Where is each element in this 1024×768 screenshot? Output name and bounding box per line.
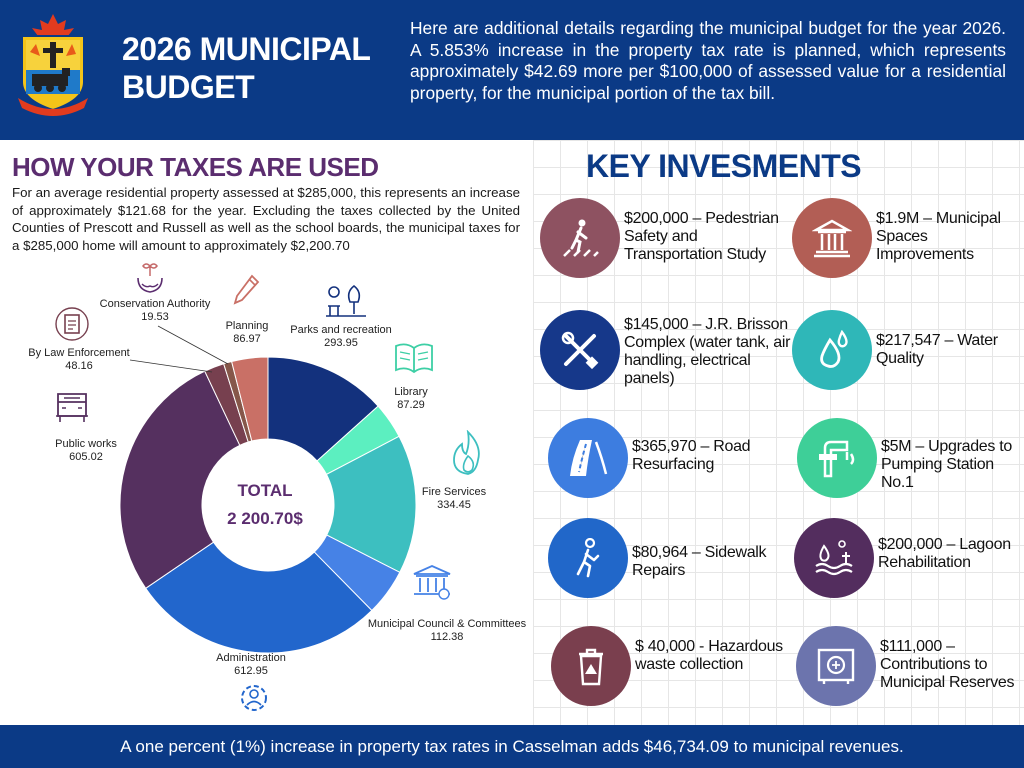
donut-total: TOTAL 2 200.70$	[205, 480, 325, 530]
investment-icon-circle	[792, 310, 872, 390]
leader-line-conservation	[157, 325, 229, 365]
pie-label-planning-name: Planning	[225, 320, 269, 332]
investment-text: $80,964 – Sidewalk Repairs	[632, 544, 767, 579]
administration-gear-icon	[241, 685, 267, 711]
investment-text: $217,547 – Water Quality	[876, 332, 998, 367]
flame-icon	[453, 430, 480, 475]
budget-description: Here are additional details regarding th…	[410, 18, 1006, 103]
pie-label-library: Library 87.29	[376, 386, 446, 412]
investment-text: $111,000 – Contributions to Municipal Re…	[880, 638, 1015, 691]
investment-item: $5M – Upgrades to Pumping Station No.1	[797, 418, 1022, 502]
book-icon	[395, 343, 433, 374]
investment-text: $145,000 – J.R. Brisson Complex (water t…	[624, 316, 791, 387]
bylaw-clipboard-icon	[55, 307, 89, 341]
pedestrian-crossing-icon	[563, 219, 599, 257]
investment-item: $111,000 – Contributions to Municipal Re…	[796, 626, 1024, 710]
pencil-icon	[233, 274, 260, 305]
investments-section-title: KEY INVESMENTS	[586, 148, 862, 184]
investment-icon-circle	[540, 310, 620, 390]
pie-label-bylaw-name: By Law Enforcement	[28, 347, 130, 359]
pie-label-bylaw-value: 48.16	[65, 360, 93, 372]
pie-slice-administration	[145, 541, 373, 654]
pie-label-conservation-value: 19.53	[141, 311, 169, 323]
pie-label-administration-value: 612.95	[234, 665, 268, 677]
pie-label-planning: Planning 86.97	[212, 320, 282, 346]
header-banner: 2026 MUNICIPAL BUDGET Here are additiona…	[0, 0, 1024, 140]
investment-item: $80,964 – Sidewalk Repairs	[548, 518, 798, 602]
investment-text: $5M – Upgrades to Pumping Station No.1	[881, 438, 1012, 491]
pie-label-parks: Parks and recreation 293.95	[286, 324, 396, 350]
water-drops-icon	[820, 330, 848, 368]
investment-icon-circle	[540, 198, 620, 278]
investment-icon-circle	[792, 198, 872, 278]
pie-label-public-works-value: 605.02	[69, 451, 103, 463]
city-hall-icon	[413, 565, 451, 600]
pie-label-council-value: 112.38	[430, 631, 464, 643]
pie-label-planning-value: 86.97	[233, 333, 261, 345]
donut-total-label: TOTAL	[237, 481, 293, 500]
investment-item: $1.9M – Municipal Spaces Improvements	[792, 198, 1022, 282]
taxes-section-title: HOW YOUR TAXES ARE USED	[12, 152, 379, 182]
taxes-intro-paragraph: For an average residential property asse…	[12, 185, 520, 253]
pie-label-fire-value: 334.45	[437, 499, 471, 511]
conservation-hands-icon	[137, 263, 163, 293]
investment-text: $200,000 – Lagoon Rehabilitation	[878, 536, 1011, 571]
footer-banner: A one percent (1%) increase in property …	[0, 725, 1024, 768]
pie-label-public-works-name: Public works	[55, 438, 117, 450]
investment-item: $145,000 – J.R. Brisson Complex (water t…	[540, 310, 795, 394]
pie-label-library-name: Library	[394, 386, 428, 398]
hazardous-waste-icon	[579, 648, 603, 686]
investment-icon-circle	[548, 418, 628, 498]
investment-item: $217,547 – Water Quality	[792, 310, 1022, 394]
pie-label-conservation-name: Conservation Authority	[99, 298, 211, 310]
pie-slice-planning	[231, 356, 269, 442]
pie-label-parks-value: 293.95	[324, 337, 358, 349]
pie-label-bylaw: By Law Enforcement 48.16	[20, 347, 138, 373]
investment-icon-circle	[548, 518, 628, 598]
leader-line-bylaw	[129, 359, 213, 373]
lagoon-icon	[815, 540, 853, 576]
pie-label-fire: Fire Services 334.45	[412, 486, 496, 512]
municipal-building-icon	[812, 219, 852, 258]
pie-label-public-works: Public works 605.02	[44, 438, 128, 464]
investment-icon-circle	[794, 518, 874, 598]
pie-label-fire-name: Fire Services	[421, 486, 487, 498]
pie-label-administration-name: Administration	[216, 652, 286, 664]
investment-item: $365,970 – Road Resurfacing	[548, 418, 798, 502]
tax-allocation-donut-chart: Parks and recreation 293.95 Library 87.2…	[0, 260, 540, 725]
investment-item: $200,000 – Lagoon Rehabilitation	[794, 518, 1022, 602]
donut-chart-svg	[119, 325, 417, 654]
public-works-truck-icon	[56, 393, 88, 422]
safe-icon	[817, 648, 855, 684]
pie-label-council-name: Municipal Council & Committees	[367, 618, 527, 630]
footer-text: A one percent (1%) increase in property …	[120, 737, 904, 756]
investment-icon-circle	[796, 626, 876, 706]
pie-label-administration: Administration 612.95	[206, 652, 296, 678]
pie-label-parks-name: Parks and recreation	[290, 324, 392, 336]
parks-recreation-icon	[326, 284, 366, 317]
casselman-crest-logo	[14, 12, 92, 116]
page-title: 2026 MUNICIPAL BUDGET	[122, 31, 370, 105]
investment-item: $200,000 – Pedestrian Safety and Transpo…	[540, 198, 795, 282]
investment-icon-circle	[797, 418, 877, 498]
donut-total-value: 2 200.70$	[227, 509, 303, 528]
investment-text: $200,000 – Pedestrian Safety and Transpo…	[624, 210, 779, 263]
investment-icon-circle	[551, 626, 631, 706]
tools-icon	[561, 331, 599, 370]
pie-slice-public-works	[119, 370, 241, 590]
walking-person-icon	[576, 538, 600, 578]
road-icon	[570, 440, 608, 476]
investment-item: $ 40,000 - Hazardous waste collection	[551, 626, 799, 710]
investment-text: $ 40,000 - Hazardous waste collection	[635, 638, 783, 673]
pie-label-library-value: 87.29	[397, 399, 425, 411]
investment-text: $1.9M – Municipal Spaces Improvements	[876, 210, 1001, 263]
pie-label-council: Municipal Council & Committees 112.38	[360, 618, 534, 644]
water-pump-icon	[819, 440, 855, 478]
pie-label-conservation: Conservation Authority 19.53	[90, 298, 220, 324]
investment-text: $365,970 – Road Resurfacing	[632, 438, 751, 473]
